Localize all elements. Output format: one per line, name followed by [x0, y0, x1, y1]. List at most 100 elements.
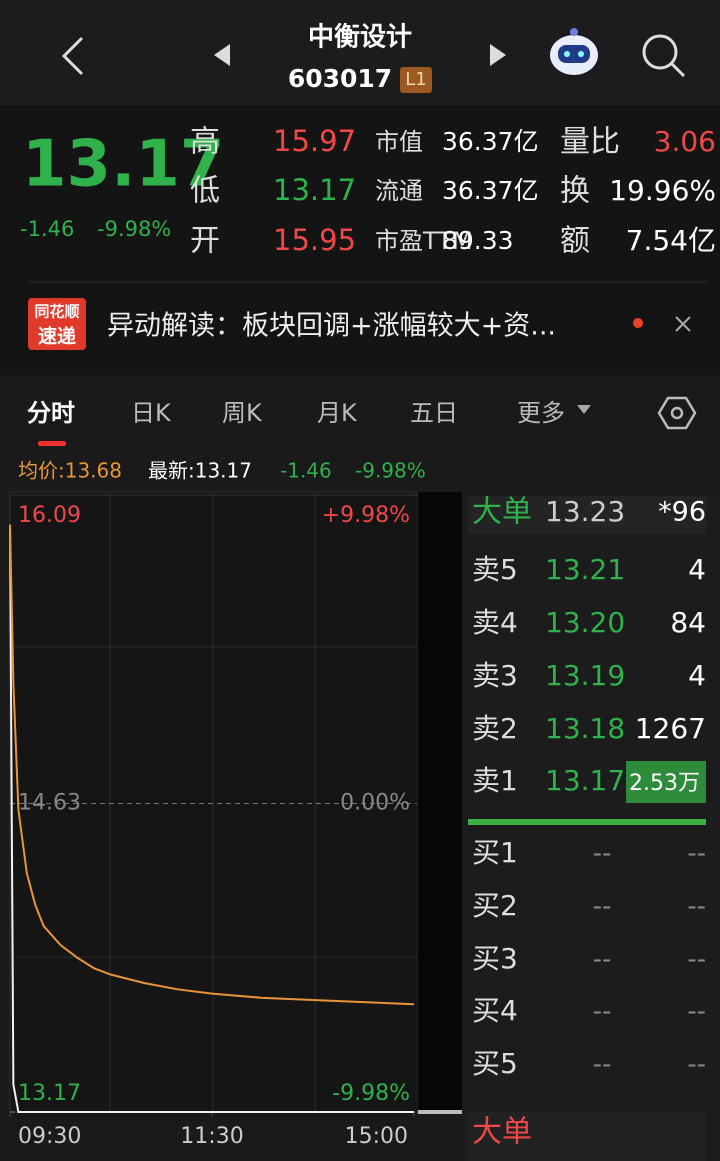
price-change-pct: -9.98% [97, 217, 171, 241]
ask-price: 13.21 [545, 553, 625, 586]
tab[interactable]: 更多 [517, 399, 565, 427]
news-logo-bottom: 速递 [38, 325, 76, 348]
close-news[interactable] [675, 316, 691, 332]
stat-label: 低 [190, 174, 220, 209]
stock-code: 603017 [288, 64, 392, 93]
info-change-pct: -9.98% [355, 459, 426, 483]
tab[interactable]: 日K [131, 399, 172, 427]
info-change: -1.46 [280, 459, 332, 483]
big-order-bg [468, 496, 706, 534]
bid-volume: -- [687, 892, 706, 922]
ask-volume: 4 [688, 553, 706, 586]
bid-price: -- [593, 945, 612, 975]
assistant-icon[interactable] [550, 28, 598, 75]
ask-price: 13.20 [545, 606, 625, 639]
stat-value: 36.37亿 [442, 127, 539, 156]
stat-value: 13.17 [273, 173, 356, 207]
unread-dot [633, 318, 643, 328]
bid-volume: -- [687, 839, 706, 869]
ask-label: 卖1 [472, 764, 518, 797]
ask-label: 卖4 [472, 606, 518, 639]
news-text: 异动解读：板块回调+涨幅较大+资... [107, 311, 556, 342]
ask-volume: 84 [670, 606, 706, 639]
stat-label: 市盈TTM [375, 227, 473, 255]
x-tick-label: 11:30 [180, 1124, 243, 1149]
bid-label: 买3 [472, 942, 518, 975]
quote-bg [0, 105, 720, 375]
bid-label: 买1 [472, 836, 518, 869]
ask-volume: 1267 [635, 712, 706, 745]
stat-label: 量比 [560, 125, 620, 160]
stat-label: 开 [190, 224, 220, 259]
chart-side-mark [418, 1110, 462, 1114]
stat-value: 15.97 [273, 124, 356, 158]
header-bg [0, 0, 720, 105]
bid-label: 买4 [472, 994, 518, 1027]
back-button[interactable] [61, 36, 84, 76]
stat-label: 流通 [375, 177, 423, 205]
level-badge: L1 [405, 69, 426, 90]
footer-bg [468, 1112, 706, 1161]
chart-frame [9, 491, 419, 1113]
latest-price: 最新:13.17 [148, 459, 252, 483]
ask-label: 卖2 [472, 712, 518, 745]
more-arrow [577, 405, 591, 414]
stat-value: 3.06 [654, 125, 716, 158]
stat-label: 换 [560, 174, 590, 209]
y-tick-label: 16.09 [18, 503, 81, 528]
stat-value: 36.37亿 [442, 176, 539, 205]
ask-volume: 4 [688, 659, 706, 692]
y2-tick-label: +9.98% [322, 503, 410, 528]
settings-icon[interactable] [657, 396, 697, 430]
tab-underline [38, 441, 66, 446]
ask-volume-bg [626, 761, 706, 803]
bid-price: -- [593, 997, 612, 1027]
stat-label: 额 [560, 224, 590, 259]
stat-value: 15.95 [273, 223, 356, 257]
price-change: -1.46 [20, 217, 74, 241]
y-tick-label: 13.17 [18, 1081, 81, 1106]
ask-label: 卖5 [472, 553, 518, 586]
bid-volume: -- [687, 945, 706, 975]
bid-price: -- [593, 892, 612, 922]
bid-price: -- [593, 1050, 612, 1080]
last-price: 13.17 [22, 128, 224, 202]
price-line [9, 524, 414, 1113]
chart-side-strip [418, 492, 462, 1112]
stat-value: 7.54亿 [626, 224, 716, 257]
stock-name: 中衡设计 [308, 22, 412, 53]
big-order-label: 大单 [472, 495, 532, 530]
next-stock[interactable] [490, 44, 506, 66]
stat-label: 市值 [375, 128, 423, 156]
big-order-price: 13.23 [545, 495, 625, 528]
x-tick-label: 15:00 [345, 1124, 408, 1149]
stat-value: 89.33 [442, 226, 514, 255]
ask-price: 13.17 [545, 764, 625, 797]
y2-tick-label: -9.98% [332, 1081, 410, 1106]
stat-value: 19.96% [609, 174, 716, 207]
bid-label: 买5 [472, 1047, 518, 1080]
badge-bg [400, 67, 432, 93]
bid-label: 买2 [472, 889, 518, 922]
bid-price: -- [593, 839, 612, 869]
x-tick-label: 09:30 [18, 1124, 81, 1149]
y-tick-label: 14.63 [18, 791, 81, 816]
ask-price: 13.18 [545, 712, 625, 745]
ask-volume: 2.53万 [629, 771, 700, 796]
search-icon[interactable] [642, 34, 686, 78]
footer-label: 大单 [472, 1115, 532, 1150]
tab[interactable]: 周K [222, 399, 263, 427]
tab[interactable]: 分时 [27, 399, 75, 427]
bid-volume: -- [687, 1050, 706, 1080]
ask-price: 13.19 [545, 659, 625, 692]
avg-price: 均价:13.68 [18, 459, 122, 483]
news-logo-top: 同花顺 [34, 303, 79, 321]
order-book-bg [464, 492, 720, 1161]
big-order-volume: *96 [658, 497, 706, 528]
tab[interactable]: 五日 [410, 399, 458, 427]
news-logo [28, 298, 86, 350]
tab[interactable]: 月K [317, 399, 358, 427]
prev-stock[interactable] [214, 44, 230, 66]
